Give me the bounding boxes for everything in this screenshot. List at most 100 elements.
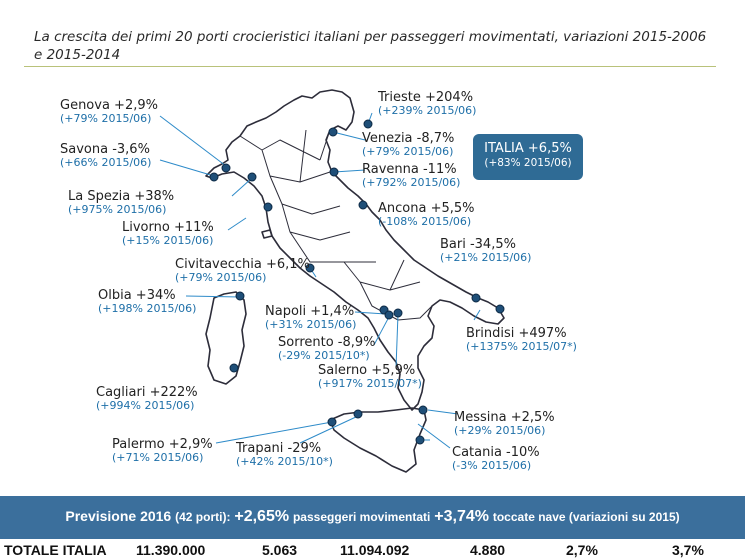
port-label-napoli: Napoli +1,4% (+31% 2015/06) [265,304,356,331]
port-name: Savona -3,6% [60,142,150,157]
forecast-pax-value: +2,65% [234,508,290,525]
dot-cagliari [229,363,239,373]
totals-label: TOTALE ITALIA [4,542,107,558]
port-name: Livorno +11% [122,220,214,235]
italia-total-change: ITALIA +6,5% [484,141,572,156]
dot-trapani [327,417,337,427]
port-stat: (-3% 2015/06) [452,459,532,472]
elba-outline [261,229,273,239]
port-label-trieste: Trieste +204% (+239% 2015/06) [378,90,476,117]
port-name: Trapani -29% [236,441,322,456]
port-name: Messina +2,5% [454,410,555,425]
port-label-salerno: Salerno +5,9% (+917% 2015/07*) [318,363,422,390]
port-stat: (+21% 2015/06) [440,251,532,264]
port-label-venezia: Venezia -8,7% (+79% 2015/06) [362,131,454,158]
dot-sorrento [384,310,394,320]
port-label-messina: Messina +2,5% (+29% 2015/06) [454,410,555,437]
port-name: Ancona +5,5% [378,201,475,216]
port-label-olbia: Olbia +34% (+198% 2015/06) [98,288,196,315]
port-stat: (+792% 2015/06) [362,176,461,189]
forecast-line: Previsione 2016 (42 porti): +2,65% passe… [0,506,745,527]
dot-salerno [393,308,403,318]
dot-olbia [235,291,245,301]
port-label-bari: Bari -34,5% (+21% 2015/06) [440,237,531,264]
forecast-banner: Previsione 2016 (42 porti): +2,65% passe… [0,496,745,538]
italia-summary-box: ITALIA +6,5% (+83% 2015/06) [473,134,583,180]
totals-cell: 3,7% [672,542,704,558]
port-stat: (+79% 2015/06) [60,112,152,125]
port-label-ancona: Ancona +5,5% (-108% 2015/06) [378,201,475,228]
totals-cell: 5.063 [262,542,298,558]
port-stat: (+917% 2015/07*) [318,377,422,390]
forecast-label: Previsione 2016 [65,508,172,524]
dot-livorno [263,202,273,212]
dot-civitavecchia [305,263,315,273]
port-name: Napoli +1,4% [265,304,355,319]
port-name: La Spezia +38% [68,189,175,204]
port-name: Trieste +204% [378,90,474,105]
totals-cell: 11.390.000 [136,542,206,558]
port-label-savona: Savona -3,6% (+66% 2015/06) [60,142,151,169]
forecast-ships-label: toccate nave (variazioni su 2015) [492,510,680,524]
totals-row: TOTALE ITALIA 11.390.000 5.063 11.094.09… [0,538,745,559]
port-name: Bari -34,5% [440,237,516,252]
port-stat: (+1375% 2015/07*) [466,340,577,353]
totals-cell: 2,7% [566,542,598,558]
port-label-genova: Genova +2,9% (+79% 2015/06) [60,98,158,125]
port-name: Ravenna -11% [362,162,457,177]
italy-map [159,89,505,473]
port-stat: (+975% 2015/06) [68,203,167,216]
port-stat: (-29% 2015/10*) [278,349,370,362]
dot-catania [415,435,425,445]
dot-brindisi [495,304,505,314]
port-label-brindisi: Brindisi +497% (+1375% 2015/07*) [466,326,577,353]
port-label-laspezia: La Spezia +38% (+975% 2015/06) [68,189,174,216]
dot-venezia [328,127,338,137]
port-name: Palermo +2,9% [112,437,213,452]
dot-laspezia [247,172,257,182]
port-label-sorrento: Sorrento -8,9% (-29% 2015/10*) [278,335,376,362]
dot-trieste [363,119,373,129]
sicily-outline [329,407,427,473]
map-title: La crescita dei primi 20 porti crocieris… [34,29,707,63]
port-name: Olbia +34% [98,288,176,303]
port-stat: (+71% 2015/06) [112,451,204,464]
totals-cell: 4.880 [470,542,506,558]
port-stat: (+198% 2015/06) [98,302,197,315]
port-label-trapani: Trapani -29% (+42% 2015/10*) [236,441,333,468]
port-stat: (+31% 2015/06) [265,318,357,331]
forecast-ships-value: +3,74% [434,508,489,525]
port-stat: (+66% 2015/06) [60,156,152,169]
forecast-pax-label: passeggeri movimentati [292,510,431,524]
port-stat: (+42% 2015/10*) [236,455,333,468]
region-borders [239,129,433,321]
port-label-palermo: Palermo +2,9% (+71% 2015/06) [112,437,213,464]
dot-palermo [353,409,363,419]
port-name: Catania -10% [452,445,540,460]
port-name: Civitavecchia +6,1% [175,257,310,272]
port-name: Cagliari +222% [96,385,198,400]
port-name: Sorrento -8,9% [278,335,376,350]
port-stat: (+29% 2015/06) [454,424,546,437]
port-label-ravenna: Ravenna -11% (+792% 2015/06) [362,162,460,189]
port-stat: (+239% 2015/06) [378,104,477,117]
sardinia-outline [205,291,247,385]
dot-messina [418,405,428,415]
port-stat: (+79% 2015/06) [175,271,267,284]
port-label-cagliari: Cagliari +222% (+994% 2015/06) [96,385,198,412]
port-name: Venezia -8,7% [362,131,455,146]
port-stat: (+15% 2015/06) [122,234,214,247]
forecast-ports-note: (42 porti): [175,510,231,524]
totals-cell: 11.094.092 [340,542,410,558]
dot-savona [209,172,219,182]
dot-bari [471,293,481,303]
port-label-catania: Catania -10% (-3% 2015/06) [452,445,540,472]
port-stat: (+79% 2015/06) [362,145,454,158]
port-stat: (+994% 2015/06) [96,399,195,412]
italia-decade-change: (+83% 2015/06) [484,157,572,169]
dot-genova [221,163,231,173]
title-divider [24,66,716,67]
port-label-livorno: Livorno +11% (+15% 2015/06) [122,220,214,247]
port-label-civitavecchia: Civitavecchia +6,1% (+79% 2015/06) [175,257,310,284]
port-name: Genova +2,9% [60,98,158,113]
